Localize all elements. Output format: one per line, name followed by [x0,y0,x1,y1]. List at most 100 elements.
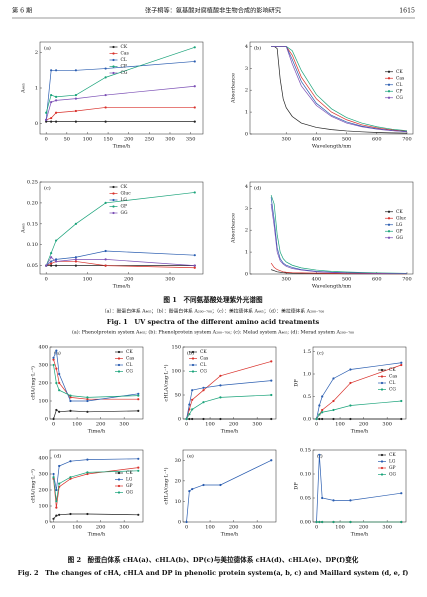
data-point [191,417,194,421]
series-line [271,46,407,132]
legend-label: GP [121,205,128,210]
series-line [45,192,195,266]
data-point [74,93,78,97]
legend-label: GP [389,466,396,471]
x-axis-label: Time/h [113,144,131,150]
data-point [219,483,222,487]
legend-marker [117,357,121,360]
y-tick-label: 50 [175,393,181,399]
x-tick-label: 0 [52,525,55,531]
legend-label: CK [389,453,396,458]
data-point [45,118,48,121]
y-tick-label: 400 [38,345,48,351]
x-tick-label: 0 [45,137,48,143]
data-point [45,120,48,123]
data-point [318,520,321,524]
panel-label: (c) [44,185,51,192]
data-point [193,60,196,63]
data-point [45,264,48,267]
legend-label: GG [396,236,404,241]
x-tick-label: 500 [342,137,352,143]
legend-marker [387,83,391,86]
data-point [270,393,273,397]
data-point [137,466,140,469]
data-point [349,520,352,524]
data-point [137,394,140,397]
data-point [86,471,89,474]
legend-label: CL [396,83,402,88]
data-point [54,95,58,98]
series-line [45,61,195,120]
data-point [315,520,318,524]
data-point [137,513,140,516]
legend-label: Cas [126,357,135,362]
x-tick-label: 200 [96,525,106,531]
data-point [318,453,321,456]
data-point [74,258,78,261]
y-tick-label: 1.0 [303,372,311,378]
plot-frame [249,41,414,135]
data-point [50,264,53,267]
legend-marker [387,223,391,226]
series-line [186,361,272,420]
y-tick-label: 0.10 [27,242,38,248]
data-point [74,222,78,225]
data-point [52,472,55,476]
y-tick-label: 1 [245,250,248,256]
data-point [400,492,403,495]
y-axis-label: A₄₆₅ [21,223,27,234]
data-point [137,398,140,401]
data-point [400,363,403,367]
y-tick-label: 20 [175,478,181,484]
plot-frame [49,449,144,523]
data-point [54,264,58,267]
data-point [58,513,61,516]
x-tick-label: 400 [312,277,322,283]
data-point [55,367,58,370]
data-point [45,111,48,114]
data-point [332,520,335,524]
legend-label: Gluc [396,216,407,221]
x-axis-label: Time/h [88,429,106,435]
caption-en: Fig. 2 The changes of cHA, cHLA and DP i… [18,569,409,577]
data-point [74,109,78,113]
x-axis-label: Time/h [113,284,131,290]
y-axis-label: DP [294,482,300,490]
data-point [74,69,78,72]
data-point [219,384,222,387]
panel-label: (e) [187,453,194,460]
data-point [58,464,61,468]
x-tick-label: 200 [229,422,239,428]
x-tick-label: 0 [185,422,188,428]
data-point [349,499,352,502]
y-tick-label: 0 [35,121,38,127]
data-point [321,520,324,524]
data-point [193,85,196,88]
data-point [55,514,58,517]
series-line [271,46,407,133]
x-axis-label: Wavelength/nm [312,284,352,290]
x-tick-label: 100 [83,277,93,283]
panel-label: (d) [254,185,261,192]
legend-marker [387,90,391,93]
legend-marker [112,192,115,195]
plot-frame [249,181,414,275]
data-point [137,392,140,395]
y-tick-label: 30 [175,458,181,464]
x-axis-label: Time/h [221,532,239,538]
y-tick-label: 10 [175,499,181,505]
data-point [69,512,72,516]
data-point [74,264,78,267]
data-point [58,482,61,485]
data-point [50,93,53,97]
data-point [270,360,273,363]
x-tick-label: 200 [359,525,369,531]
data-point [349,404,352,407]
series-line [53,409,139,420]
data-point [50,120,53,123]
legend-marker [380,388,384,391]
data-point [50,256,53,259]
data-point [104,201,107,205]
x-tick-label: 200 [229,525,239,531]
y-tick-label: 1 [35,86,38,92]
